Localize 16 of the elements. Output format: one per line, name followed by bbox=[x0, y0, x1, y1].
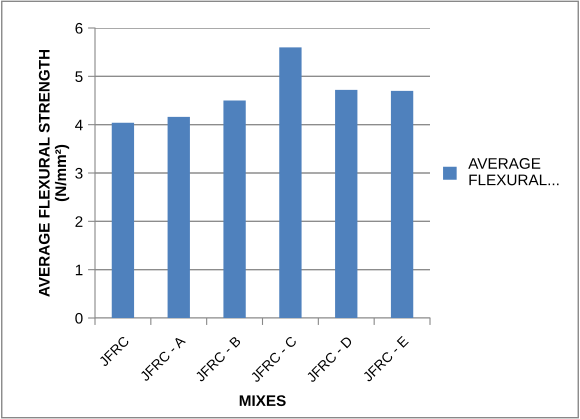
bar bbox=[279, 47, 302, 318]
bar bbox=[390, 90, 414, 318]
bar bbox=[335, 90, 358, 318]
y-tick-label: 1 bbox=[76, 264, 82, 276]
bar bbox=[223, 100, 246, 318]
bar bbox=[168, 116, 190, 318]
y-tick-label: 5 bbox=[75, 71, 83, 82]
y-tick-label: 0 bbox=[75, 312, 83, 324]
y-tick-label: 6 bbox=[75, 22, 83, 34]
y-axis-title: AVERAGE FLEXURAL STRENGTH (N/mm²) bbox=[38, 50, 70, 297]
y-tick-label: 4 bbox=[75, 120, 83, 130]
y-tick-label: 3 bbox=[75, 168, 83, 179]
x-axis-title: MIXES bbox=[240, 395, 286, 406]
bar bbox=[112, 122, 134, 318]
y-tick-label: 2 bbox=[75, 216, 82, 227]
legend-label: AVERAGE FLEXURAL... bbox=[468, 158, 558, 186]
